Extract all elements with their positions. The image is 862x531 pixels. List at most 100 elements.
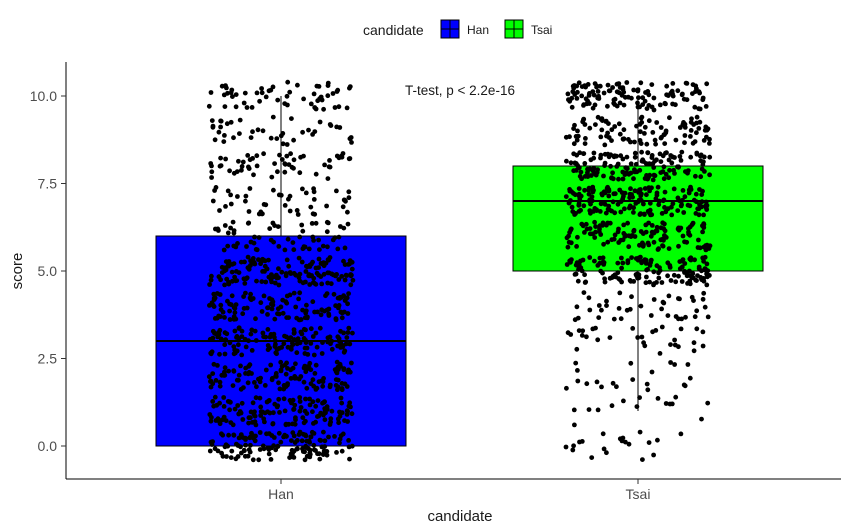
data-point: [571, 443, 576, 449]
data-point: [586, 295, 592, 301]
data-point: [291, 137, 296, 143]
data-point: [218, 124, 224, 130]
data-point: [650, 130, 656, 135]
data-point: [214, 291, 220, 296]
data-point: [572, 122, 577, 128]
data-point: [253, 395, 259, 401]
data-point: [231, 432, 237, 438]
data-point: [631, 205, 636, 211]
data-point: [691, 340, 697, 346]
data-point: [590, 326, 596, 332]
data-point: [250, 457, 256, 463]
data-point: [325, 220, 331, 226]
data-point: [235, 194, 240, 199]
data-point: [337, 125, 343, 130]
data-point: [336, 303, 342, 308]
data-point: [288, 346, 294, 352]
data-point: [241, 447, 247, 453]
data-point: [608, 163, 613, 169]
data-point: [239, 400, 245, 406]
data-point: [285, 79, 291, 85]
data-point: [271, 187, 276, 193]
data-point: [300, 186, 305, 192]
data-point: [637, 242, 642, 248]
data-point: [657, 102, 663, 108]
data-point: [663, 401, 669, 406]
data-point: [656, 246, 661, 252]
data-point: [604, 298, 609, 304]
data-point: [342, 418, 347, 423]
data-point: [348, 404, 353, 410]
data-point: [645, 240, 651, 246]
data-point: [652, 137, 658, 143]
data-point: [661, 197, 667, 203]
data-point: [336, 420, 341, 426]
data-point: [231, 230, 237, 236]
data-point: [640, 95, 646, 101]
data-point: [284, 257, 290, 263]
data-point: [245, 153, 251, 158]
data-point: [592, 219, 597, 225]
data-point: [589, 198, 595, 204]
data-point: [651, 297, 657, 302]
data-point: [236, 326, 242, 331]
x-axis-title: candidate: [427, 508, 492, 525]
data-point: [275, 443, 281, 449]
data-point: [289, 438, 294, 443]
data-point: [252, 261, 258, 267]
data-point: [634, 273, 639, 279]
data-point: [257, 98, 262, 104]
data-point: [583, 136, 588, 141]
data-point: [700, 97, 706, 103]
legend-item-tsai: Tsai: [504, 19, 552, 39]
data-point: [697, 245, 703, 251]
data-point: [349, 443, 355, 449]
jitter-points: [206, 79, 713, 463]
data-point: [278, 368, 284, 374]
data-point: [592, 258, 597, 264]
data-point: [319, 351, 325, 356]
data-point: [276, 244, 282, 249]
data-point: [278, 439, 284, 445]
data-point: [330, 237, 336, 243]
data-point: [618, 209, 624, 215]
data-point: [280, 310, 286, 316]
data-point: [282, 333, 287, 339]
data-point: [611, 191, 617, 197]
data-point: [345, 301, 350, 307]
data-point: [221, 395, 227, 400]
data-point: [280, 297, 286, 303]
data-point: [327, 382, 333, 388]
data-point: [595, 337, 601, 343]
data-point: [591, 92, 597, 98]
data-point: [248, 258, 254, 264]
data-point: [240, 159, 246, 165]
data-point: [249, 371, 254, 376]
data-point: [694, 150, 700, 156]
data-point: [644, 106, 650, 111]
data-point: [243, 371, 248, 376]
data-point: [303, 190, 309, 196]
data-point: [276, 266, 281, 272]
data-point: [316, 237, 321, 243]
data-point: [275, 224, 281, 230]
data-point: [338, 224, 343, 229]
data-point: [641, 159, 646, 164]
data-point: [693, 173, 698, 179]
data-point: [671, 272, 677, 278]
data-point: [619, 265, 624, 271]
data-point: [325, 270, 331, 276]
data-point: [609, 403, 615, 409]
data-point: [243, 344, 249, 350]
data-point: [336, 104, 342, 110]
data-point: [300, 446, 305, 452]
data-point: [655, 184, 661, 190]
y-tick-label: 0.0: [38, 438, 58, 454]
data-point: [286, 162, 292, 168]
data-point: [315, 398, 321, 403]
data-point: [682, 140, 687, 146]
data-point: [307, 402, 313, 408]
data-point: [346, 195, 352, 201]
box-layer: [155, 96, 764, 447]
data-point: [628, 360, 634, 366]
